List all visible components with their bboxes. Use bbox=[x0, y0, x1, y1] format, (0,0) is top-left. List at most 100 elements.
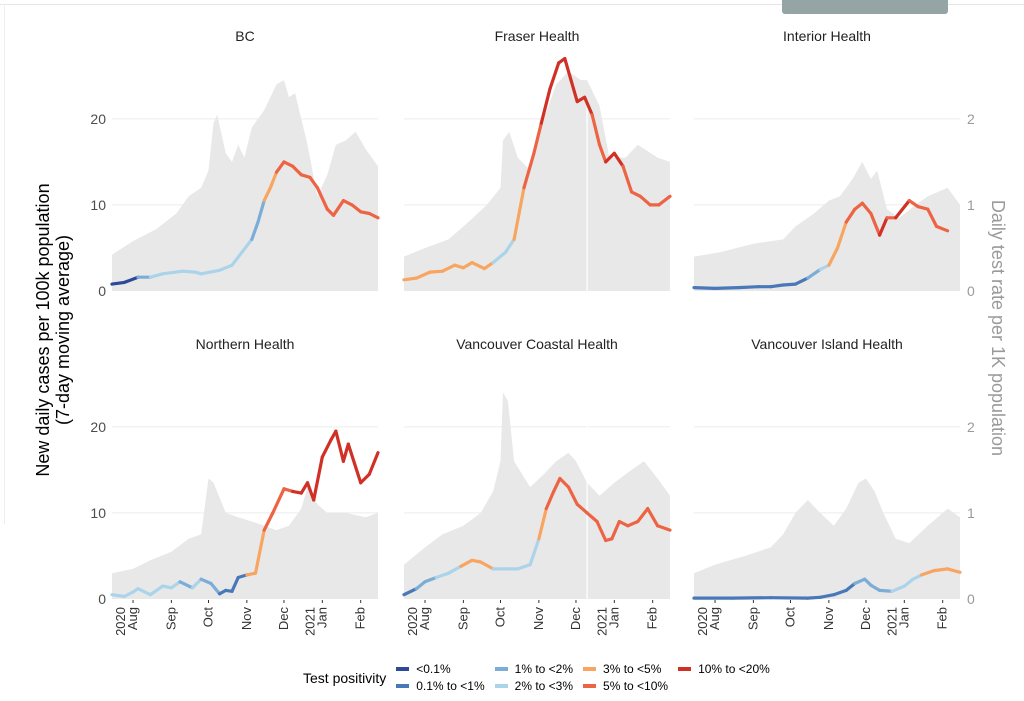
legend-item: 2% to <3% bbox=[494, 677, 574, 694]
cases-segment bbox=[916, 205, 930, 211]
cases-segment bbox=[367, 451, 380, 476]
x-tick-label: Feb bbox=[353, 607, 368, 629]
cases-segment bbox=[621, 164, 634, 194]
panel-title: Vancouver Island Health bbox=[751, 336, 903, 352]
panel-title: Vancouver Coastal Health bbox=[456, 336, 618, 352]
cases-segment bbox=[537, 507, 548, 541]
legend-label: 1% to <2% bbox=[514, 661, 574, 676]
cases-segment bbox=[516, 562, 532, 571]
cases-segment bbox=[626, 519, 640, 528]
y-right-tick-label: 0 bbox=[967, 591, 975, 607]
cases-segment bbox=[869, 583, 882, 593]
test-rate-area bbox=[112, 478, 378, 599]
y-axis-title-line: New daily cases per 100k population bbox=[33, 183, 53, 476]
legend-item: 5% to <10% bbox=[583, 677, 668, 694]
test-rate-area bbox=[404, 71, 670, 291]
cases-segment bbox=[440, 263, 457, 273]
cases-segment bbox=[713, 286, 741, 290]
cases-segment bbox=[479, 560, 495, 571]
x-tick-label: Oct bbox=[783, 607, 798, 628]
y-right-tick-label: 1 bbox=[967, 197, 975, 213]
cases-segment bbox=[282, 160, 295, 168]
cases-segment bbox=[320, 438, 333, 459]
cases-segment bbox=[902, 577, 915, 588]
cases-segment bbox=[341, 442, 350, 463]
cases-segment bbox=[552, 476, 562, 493]
cases-segment bbox=[558, 476, 571, 489]
page-tab[interactable] bbox=[782, 0, 948, 14]
cases-segment bbox=[334, 429, 345, 463]
cases-segment bbox=[548, 61, 561, 91]
cases-segment bbox=[256, 199, 266, 224]
legend-col-2: 1% to <2% 2% to <3% bbox=[494, 660, 574, 694]
x-tick-label: Sep bbox=[745, 607, 760, 630]
legend-col-4: 10% to <20% bbox=[678, 660, 770, 677]
x-tick-label: Oct bbox=[493, 607, 508, 628]
cases-segment bbox=[331, 199, 345, 217]
cases-segment bbox=[919, 568, 936, 577]
cases-segment bbox=[539, 87, 552, 125]
cases-segment bbox=[446, 564, 463, 575]
cases-segment bbox=[657, 194, 672, 207]
cases-segment bbox=[199, 577, 213, 586]
cases-segment bbox=[402, 587, 418, 597]
y-tick-label: 0 bbox=[98, 591, 106, 607]
cases-segment bbox=[291, 164, 303, 177]
legend-swatch bbox=[494, 683, 508, 688]
cases-segment bbox=[148, 584, 165, 597]
x-tick-label: Nov bbox=[239, 607, 254, 631]
cases-segment bbox=[945, 567, 962, 574]
cases-segment bbox=[818, 263, 831, 272]
cases-segment bbox=[934, 224, 950, 233]
cases-segment bbox=[595, 519, 608, 543]
legend-label: 3% to <5% bbox=[603, 661, 662, 676]
cases-segment bbox=[367, 211, 380, 220]
panel-title: Fraser Health bbox=[495, 28, 580, 44]
cases-segment bbox=[402, 276, 418, 282]
cases-segment bbox=[359, 472, 371, 485]
cases-segment bbox=[218, 263, 234, 272]
cases-segment bbox=[312, 455, 324, 502]
x-tick-label: Feb bbox=[935, 607, 950, 629]
x-year-label: 2021 bbox=[302, 607, 317, 636]
cases-segment bbox=[563, 56, 573, 82]
legend-item: 10% to <20% bbox=[678, 660, 770, 677]
legend-label: 2% to <3% bbox=[514, 678, 574, 693]
cases-segment bbox=[926, 207, 939, 228]
cases-segment bbox=[869, 211, 882, 237]
cases-segment bbox=[853, 201, 864, 211]
y-right-tick-label: 2 bbox=[967, 419, 975, 435]
legend-item: 3% to <5% bbox=[583, 660, 668, 677]
cases-segment bbox=[503, 237, 516, 254]
cases-segment bbox=[932, 567, 950, 573]
cases-segment bbox=[178, 580, 194, 590]
panel-1: BC 0 10 20 bbox=[90, 28, 380, 299]
cases-segment bbox=[853, 577, 867, 586]
cases-segment bbox=[262, 186, 272, 203]
y-tick-label: 20 bbox=[90, 111, 106, 127]
legend-swatch bbox=[678, 666, 692, 671]
cases-segment bbox=[190, 577, 203, 590]
legend-col-3: 3% to <5% 5% to <10% bbox=[583, 660, 668, 694]
cases-segment bbox=[604, 151, 616, 164]
y-tick-label: 10 bbox=[90, 197, 106, 213]
legend-swatch bbox=[583, 683, 597, 688]
x-tick-label: Feb bbox=[645, 607, 660, 629]
cases-segment bbox=[423, 575, 438, 584]
cases-segment bbox=[806, 267, 822, 280]
cases-segment bbox=[110, 280, 127, 286]
cases-segment bbox=[793, 276, 810, 286]
x-year-label: 2021 bbox=[594, 607, 609, 636]
x-tick-label: Aug bbox=[417, 607, 432, 630]
legend-swatch bbox=[583, 666, 597, 671]
cases-segment bbox=[522, 151, 536, 190]
cases-segment bbox=[806, 595, 822, 600]
cases-segment bbox=[253, 528, 266, 575]
cases-segment bbox=[827, 246, 840, 267]
cases-segment bbox=[346, 442, 363, 485]
cases-segment bbox=[832, 588, 848, 597]
x-year-label: 2021 bbox=[884, 607, 899, 636]
cases-segment bbox=[877, 216, 889, 237]
